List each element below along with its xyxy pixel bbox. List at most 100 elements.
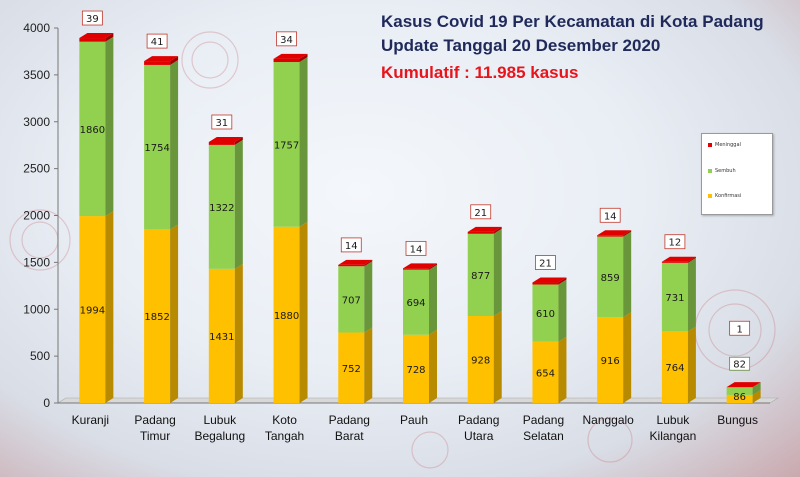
x-tick-label: Kuranji — [72, 413, 109, 427]
bar-side — [752, 382, 761, 388]
data-label-sembuh: 877 — [471, 271, 490, 282]
bar-side — [752, 389, 761, 403]
y-tick-label: 3500 — [23, 68, 50, 82]
data-label-box — [146, 33, 168, 49]
bar-segment-meninggal — [532, 277, 567, 285]
bar-segment-meninggal — [79, 33, 114, 42]
chart-legend: Meninggal Sembuh Konfirmasi — [701, 133, 773, 215]
legend-swatch — [708, 143, 712, 147]
data-label-box — [81, 10, 103, 26]
bar-top — [208, 137, 243, 142]
bar-front — [726, 394, 753, 403]
data-label-sembuh: 1860 — [80, 125, 105, 136]
bar-segment-konfirmasi — [208, 263, 243, 403]
legend-item-meninggal: Meninggal — [708, 141, 741, 149]
bar-segment-meninggal — [273, 53, 308, 63]
virus-icon — [587, 417, 633, 463]
data-label-sembuh: 610 — [536, 309, 555, 320]
bar-front — [532, 282, 559, 285]
bar-segment-konfirmasi — [597, 312, 632, 403]
data-label-meninggal: 1 — [736, 324, 742, 335]
bar-top — [273, 53, 308, 59]
bar-side — [493, 228, 502, 316]
chart-subtitle: Update Tanggal 20 Desember 2020 — [381, 36, 661, 55]
legend-swatch — [708, 194, 712, 198]
data-label-meninggal: 21 — [474, 208, 487, 219]
bar-front — [403, 268, 429, 270]
bar-segment-konfirmasi — [726, 389, 761, 403]
y-tick-label: 4000 — [23, 21, 50, 35]
data-label-konfirmasi: 928 — [471, 356, 490, 367]
data-label-sembuh: 1757 — [274, 140, 299, 151]
bar-segment-konfirmasi — [79, 211, 114, 403]
data-label-sembuh: 707 — [342, 295, 361, 306]
x-tick-label: Selatan — [523, 429, 564, 443]
bar-side — [170, 56, 179, 65]
virus-icon — [181, 31, 239, 89]
bar-front — [338, 264, 365, 267]
x-tick-label: Bungus — [717, 413, 758, 427]
bar-front — [532, 341, 559, 403]
bar-segment-sembuh — [79, 36, 114, 217]
data-label-konfirmasi: 1431 — [209, 332, 234, 343]
virus-icon — [411, 431, 449, 469]
y-tick-label: 2000 — [23, 209, 50, 223]
data-label-konfirmasi: 764 — [665, 363, 684, 374]
data-label-box — [405, 240, 427, 256]
data-label-box — [599, 207, 621, 223]
legend-item-sembuh: Sembuh — [708, 167, 736, 175]
bar-segment-meninggal — [208, 137, 243, 145]
bar-front — [79, 41, 106, 217]
data-label-meninggal: 34 — [280, 35, 293, 46]
bar-front — [208, 142, 235, 145]
data-label-meninggal: 12 — [669, 238, 682, 249]
data-label-meninggal: 21 — [539, 259, 552, 270]
bar-side — [299, 57, 308, 227]
bar-front — [208, 268, 235, 403]
x-tick-label: Tangah — [265, 429, 304, 443]
data-label-konfirmasi: 752 — [342, 364, 361, 375]
bar-segment-sembuh — [144, 59, 179, 230]
x-tick-label: Padang — [329, 413, 370, 427]
bar-side — [234, 139, 243, 269]
bar-segment-konfirmasi — [403, 329, 437, 403]
bar-side — [429, 263, 437, 270]
data-label-konfirmasi: 1852 — [144, 312, 169, 323]
chart-title: Kasus Covid 19 Per Kecamatan di Kota Pad… — [381, 12, 764, 31]
bar-front — [338, 332, 365, 403]
bar-front — [403, 269, 429, 335]
bar-side — [558, 336, 567, 403]
data-label-konfirmasi: 1880 — [274, 311, 299, 322]
bar-segment-konfirmasi — [338, 327, 373, 403]
x-tick-label: Padang — [458, 413, 499, 427]
y-tick-label: 3000 — [23, 115, 50, 129]
bar-side — [299, 221, 308, 403]
bar-segment-meninggal — [338, 259, 373, 267]
bar-segment-meninggal — [661, 256, 696, 263]
bar-front — [726, 387, 753, 395]
data-label-meninggal: 14 — [604, 211, 617, 222]
bar-side — [623, 230, 632, 237]
data-label-meninggal: 39 — [86, 14, 99, 25]
x-tick-label: Lubuk — [203, 413, 237, 427]
bar-side — [558, 277, 567, 285]
bar-segment-sembuh — [403, 264, 437, 335]
bar-segment-meninggal — [144, 56, 179, 65]
bar-side — [558, 279, 567, 342]
bar-side — [105, 36, 114, 217]
y-tick-label: 500 — [30, 349, 50, 363]
y-tick-label: 1500 — [23, 255, 50, 269]
bar-segment-sembuh — [273, 57, 308, 227]
y-tick-label: 0 — [43, 396, 50, 410]
bar-front — [144, 61, 171, 65]
bar-side — [623, 312, 632, 403]
bar-side — [234, 137, 243, 145]
bar-segment-meninggal — [726, 382, 761, 388]
bar-segment-konfirmasi — [467, 311, 502, 403]
bar-front — [144, 64, 171, 230]
bar-front — [661, 262, 688, 332]
bar-front — [532, 284, 559, 342]
